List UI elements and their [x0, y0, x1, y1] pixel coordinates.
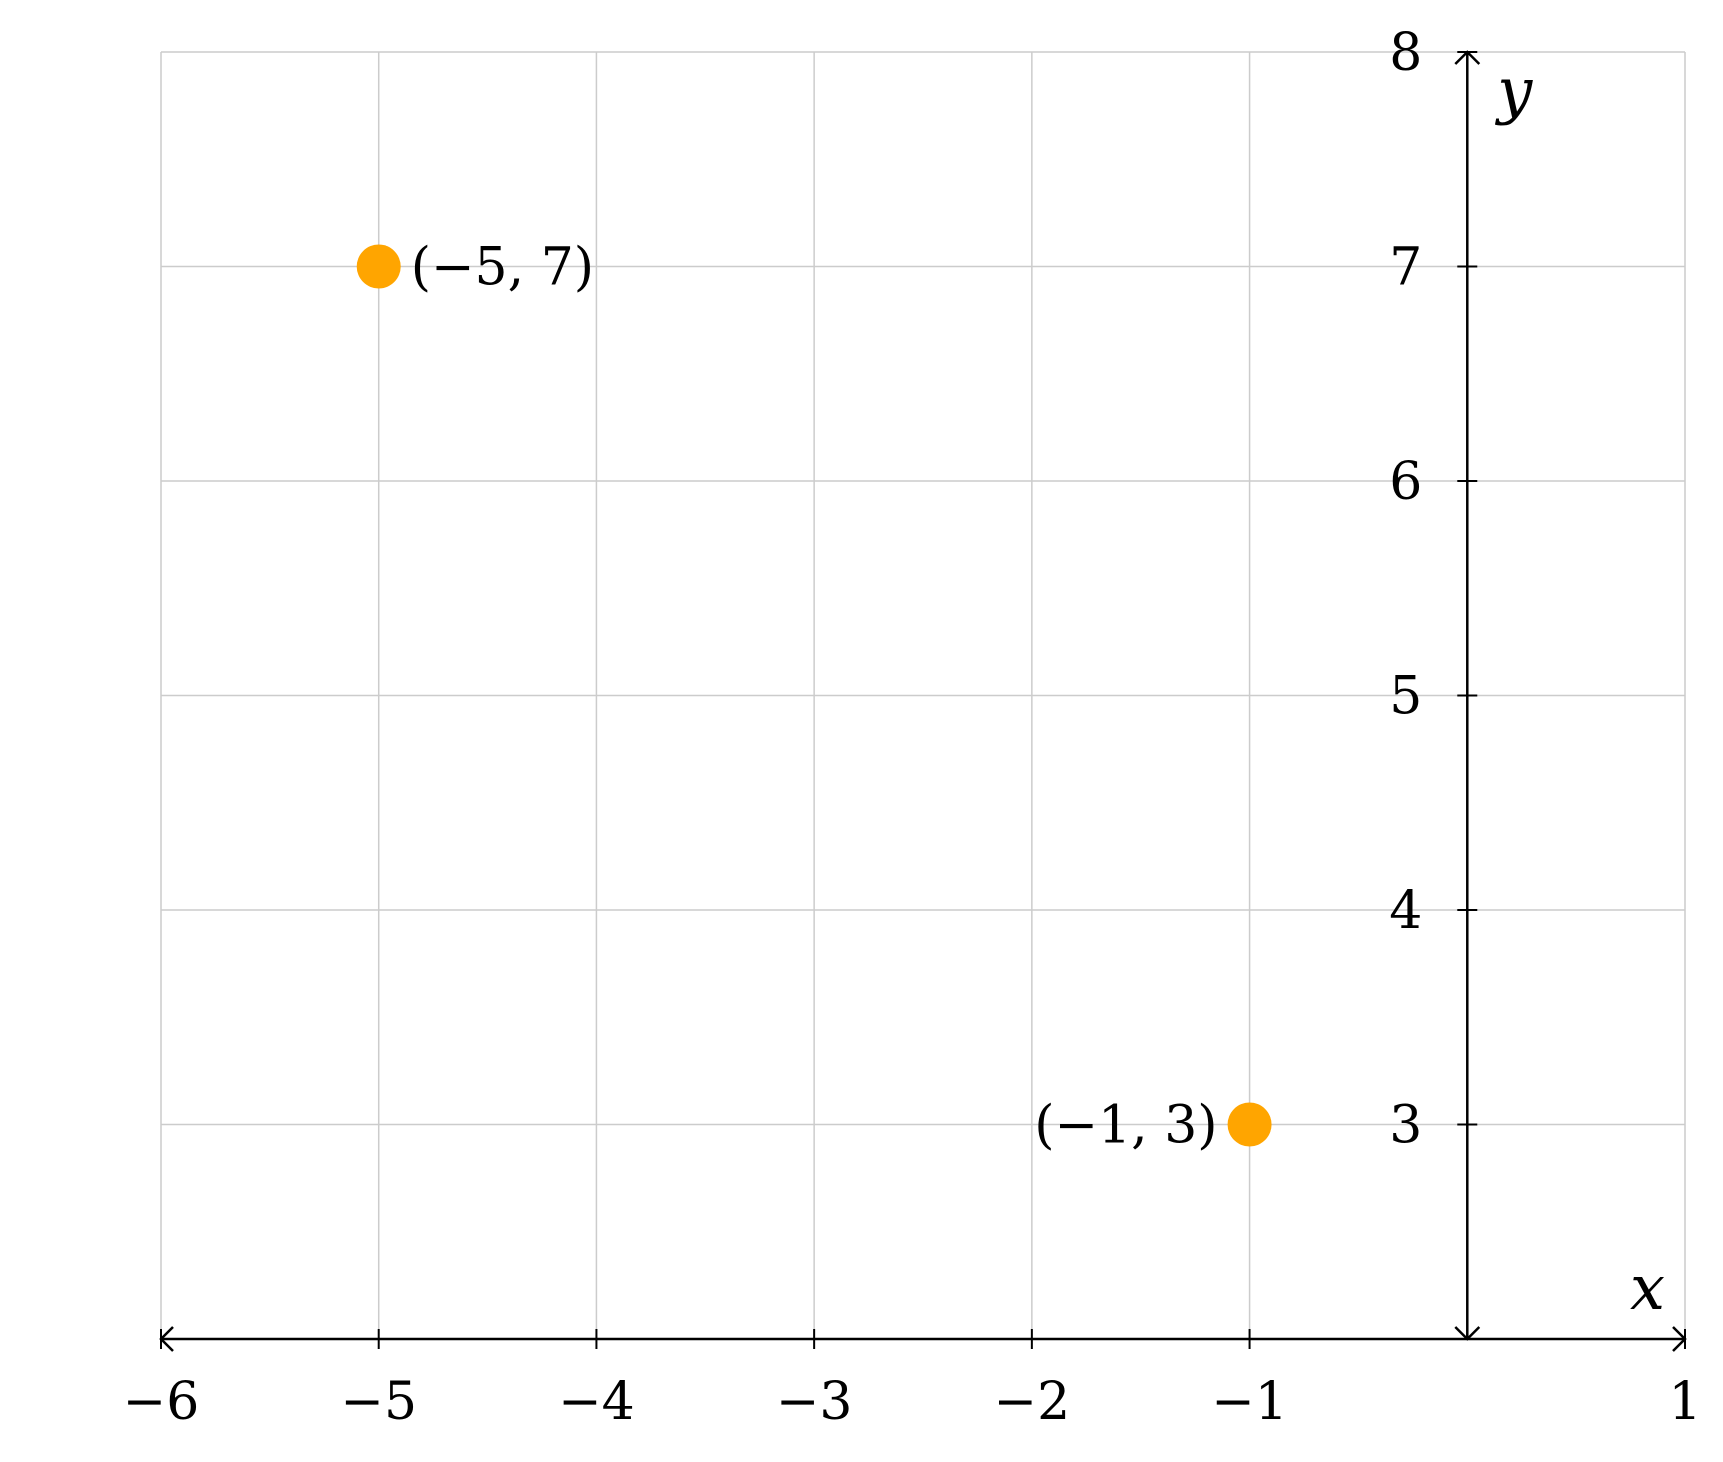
- x-tick-label: −3: [776, 1372, 853, 1432]
- y-tick-label: 6: [1389, 452, 1422, 512]
- axes: [159, 50, 1687, 1352]
- y-tick-label: 4: [1389, 881, 1422, 941]
- x-tick-label: −1: [1211, 1372, 1288, 1432]
- data-point-label: (−1, 3): [1034, 1096, 1217, 1156]
- x-tick-label: −5: [340, 1372, 417, 1432]
- data-point: [1227, 1102, 1272, 1147]
- x-tick-label: −2: [994, 1372, 1071, 1432]
- ticks: −6 −5 −4 −3 −2 −1 1 3 4 5 6 7 8: [123, 23, 1702, 1432]
- y-tick-label: 8: [1389, 23, 1422, 83]
- y-axis-arrow-bottom: [1454, 1326, 1481, 1341]
- x-tick-label: −4: [558, 1372, 635, 1432]
- x-tick-label: −6: [123, 1372, 200, 1432]
- x-axis-label: x: [1630, 1251, 1665, 1324]
- grid: [160, 51, 1686, 1340]
- x-tick-label: 1: [1668, 1372, 1701, 1432]
- y-tick-label: 7: [1389, 238, 1422, 298]
- y-axis-label: y: [1494, 54, 1533, 127]
- y-tick-label: 5: [1389, 667, 1422, 727]
- data-point: [356, 244, 401, 289]
- data-point-label: (−5, 7): [411, 238, 594, 298]
- y-tick-label: 3: [1389, 1096, 1422, 1156]
- points: (−5, 7) (−1, 3): [356, 238, 1272, 1156]
